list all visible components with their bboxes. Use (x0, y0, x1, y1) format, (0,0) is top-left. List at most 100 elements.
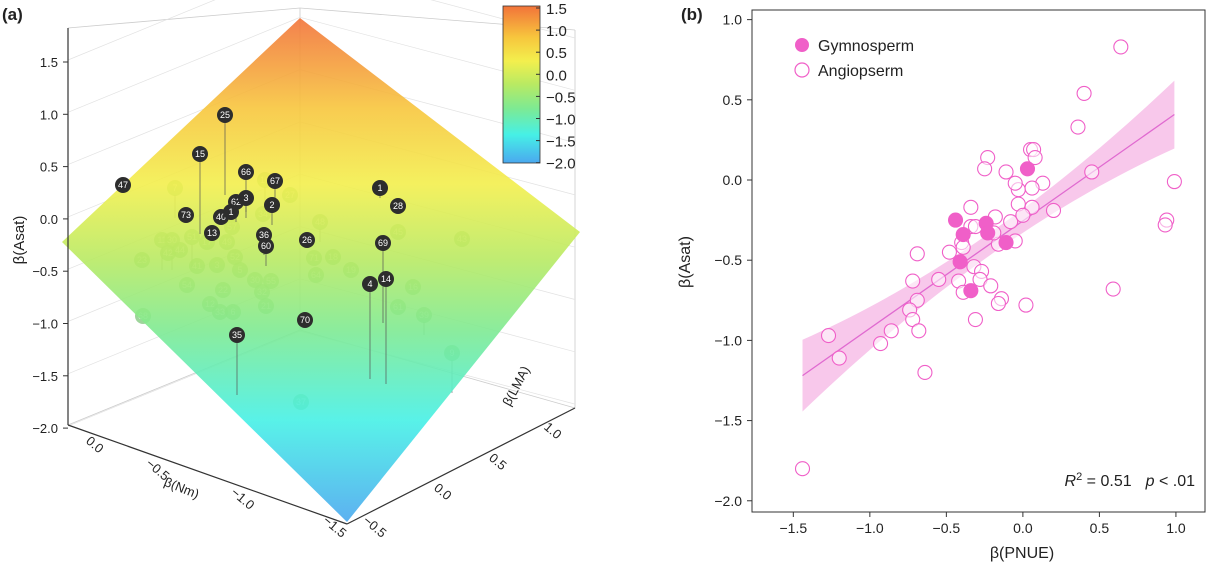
point-marker (178, 207, 194, 223)
angiosperm-point (1105, 281, 1121, 297)
confidence-band-area (802, 80, 1175, 412)
angiosperm-point (983, 278, 999, 294)
point-marker (229, 327, 245, 343)
point-label: 1 (228, 207, 233, 217)
point-label: 3 (243, 193, 248, 203)
point-3d: 14 (378, 271, 394, 384)
angiosperm-point (955, 239, 971, 255)
angiosperm-point (794, 461, 811, 477)
point-marker (238, 190, 254, 206)
angiosperm-point (941, 244, 957, 260)
r2-label: R (1065, 473, 1077, 490)
point-label: 1 (377, 183, 382, 193)
y-tick-label: 0.5 (486, 450, 509, 473)
point-3d: 1 (372, 180, 388, 198)
gymnosperm-point (963, 283, 979, 299)
legend-marker-angiosperm (794, 62, 810, 78)
x-tick-label: 1.0 (1166, 520, 1186, 536)
point-label: 13 (207, 228, 217, 238)
b-ylabel: β(Asat) (677, 236, 694, 288)
angiosperm-point (1070, 119, 1086, 135)
z-tick-label: −1.0 (32, 317, 58, 332)
point-label: 36 (259, 230, 269, 240)
point-3d: 28 (390, 198, 406, 214)
point-label: 47 (118, 180, 128, 190)
angiosperm-point (883, 323, 899, 339)
point-label: 66 (241, 167, 251, 177)
point-3d: 15 (192, 146, 208, 234)
angiosperm-point (1007, 175, 1023, 191)
point-marker (375, 235, 391, 251)
colorbar-tick-label: −2.0 (546, 156, 576, 173)
angiosperm-point (1113, 39, 1129, 55)
colorbar-tick-label: 1.0 (546, 23, 567, 40)
angiosperm-point (1045, 202, 1062, 219)
point-marker (267, 173, 283, 189)
plot-frame (751, 9, 1206, 513)
angiosperm-point (990, 295, 1006, 312)
point-label: 60 (261, 241, 271, 251)
y-tick-label: −1.0 (714, 332, 742, 348)
panel-a-label: (a) (2, 5, 23, 24)
angiosperm-point (1027, 150, 1043, 166)
z-tick-label: −2.0 (32, 421, 58, 436)
x-tick-label: −0.5 (933, 520, 961, 536)
colorbar-tick-label: −1.0 (546, 112, 576, 129)
y-tick-label: 0.0 (723, 172, 743, 188)
p-value: < .01 (1155, 473, 1196, 490)
y-axis-line (346, 407, 576, 525)
point-3d: 3 (238, 190, 254, 218)
angiosperm-point (873, 336, 889, 352)
angiosperm-point (1015, 207, 1031, 223)
a-zlabel: β(Asat) (11, 216, 28, 265)
colorbar-tick-label: 0.5 (546, 45, 567, 62)
x-tick-label: 0.0 (1013, 520, 1033, 536)
angiosperm-point (917, 364, 933, 381)
gymnosperm-point (947, 212, 964, 228)
regression-plane (62, 18, 580, 522)
point-3d: 26 (299, 232, 315, 248)
angiosperm-point (1024, 180, 1040, 196)
3d-axes: 1.5 1.0 0.5 0.0 −0.5 −1.0 −1.5 −2.0 0.0 −0.5 −1.0 −… (32, 28, 576, 541)
a-ylabel: β(LMA) (499, 363, 532, 408)
y-tick-label: 0.0 (431, 480, 454, 503)
point-marker (390, 198, 406, 214)
x-axis-line (67, 424, 348, 525)
regression-line (802, 113, 1175, 377)
point-label: 15 (195, 149, 205, 159)
point-marker (362, 276, 378, 292)
y-tick-label: −0.5 (714, 252, 742, 268)
stats-annotation: R2 = 0.51 p < .01 (1065, 471, 1196, 490)
angiosperm-point (1076, 85, 1092, 101)
point-marker (204, 225, 220, 241)
point-3d: 47 (115, 177, 131, 193)
point-3d: 25 (217, 107, 233, 195)
grid-line (67, 16, 301, 113)
point-label: 62 (231, 197, 241, 207)
x-tick-label: −1.0 (856, 520, 884, 536)
a-xlabel: β(Nm) (162, 474, 201, 502)
z-tick-label: −0.5 (32, 264, 58, 279)
point-3d: 73 (178, 207, 194, 223)
point-3d: 35 (229, 327, 245, 395)
point-3d: 60 (258, 238, 274, 266)
grid-line (67, 7, 301, 29)
angiosperm-point (967, 311, 983, 328)
point-marker (238, 164, 254, 180)
y-tick-label: −2.0 (714, 493, 742, 509)
gymnosperm-point (952, 254, 968, 270)
colorbar-tick-label: −0.5 (546, 89, 576, 106)
angiosperm-point (963, 199, 979, 215)
point-label: 4 (367, 279, 372, 289)
z-tick-label: 1.0 (40, 107, 58, 122)
p-label: p (1145, 473, 1155, 490)
y-tick-label: 0.5 (723, 92, 743, 108)
point-marker (192, 146, 208, 162)
y-tick-label: 1.0 (541, 419, 564, 442)
colorbar-tick-label: −1.5 (546, 134, 576, 151)
point-label: 70 (300, 315, 310, 325)
scatter-points (794, 39, 1182, 477)
point-marker (223, 204, 239, 220)
y-tick-label: 1.0 (723, 12, 743, 28)
